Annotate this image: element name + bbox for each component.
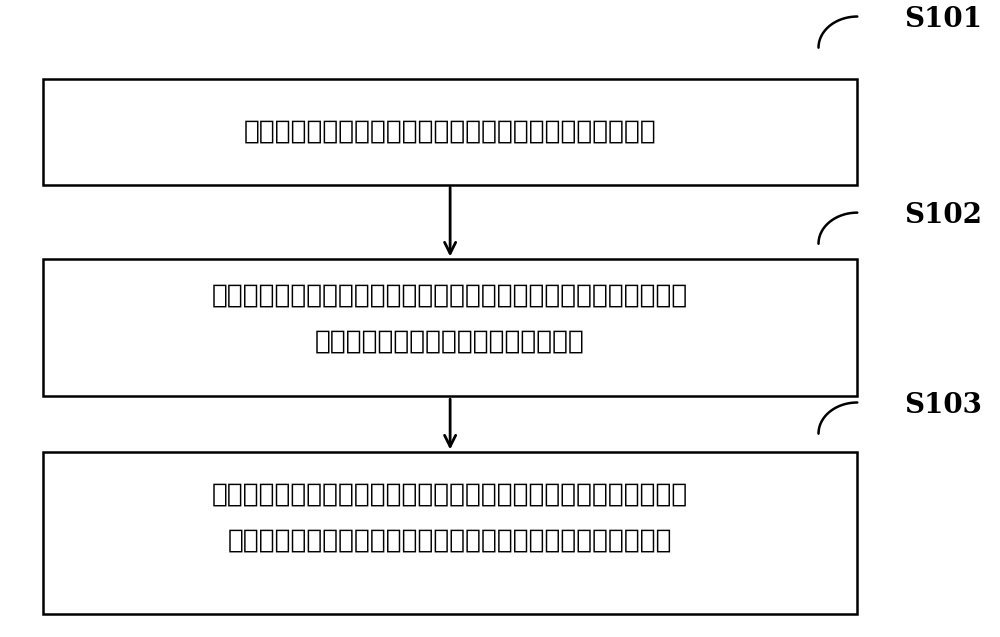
Text: 通过计算分别得到所述测量区域对应的测量气膜冷却有效度和所述测: 通过计算分别得到所述测量区域对应的测量气膜冷却有效度和所述测 — [212, 282, 688, 308]
Bar — [43, 259, 857, 396]
Text: S102: S102 — [904, 202, 982, 229]
Text: S103: S103 — [904, 392, 982, 419]
Text: S101: S101 — [904, 6, 982, 33]
Text: 却有效度进行修正，得到所述试验件叶片的绕热气膜冷却有效度: 却有效度进行修正，得到所述试验件叶片的绕热气膜冷却有效度 — [228, 528, 672, 554]
Bar — [43, 452, 857, 614]
Bar — [43, 79, 857, 185]
Text: 获取所述试验件叶片的壁面温度、外部流体温度和冷气温度: 获取所述试验件叶片的壁面温度、外部流体温度和冷气温度 — [244, 118, 656, 145]
Text: 量修正区域对应的修正气膜冷却有效度: 量修正区域对应的修正气膜冷却有效度 — [315, 329, 585, 355]
Text: 基于误差修正模型，通过所述修正气膜冷却有效度对所述测量气膜冷: 基于误差修正模型，通过所述修正气膜冷却有效度对所述测量气膜冷 — [212, 482, 688, 507]
